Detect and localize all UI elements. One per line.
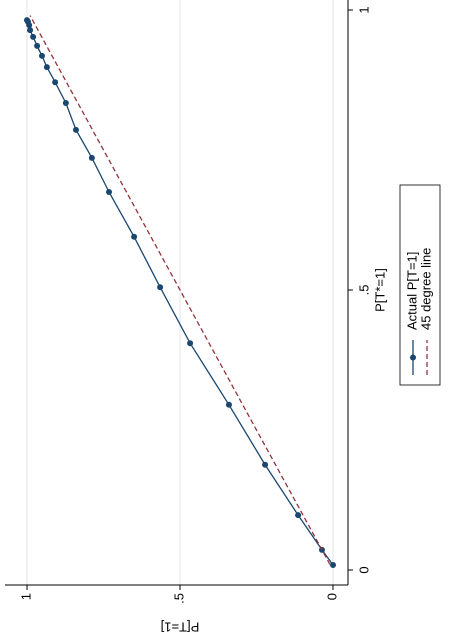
x-axis-title: P[T*=1] — [372, 268, 387, 312]
legend-label: 45 degree line — [418, 248, 433, 330]
legend-marker — [410, 354, 416, 361]
y-tick-label: .5 — [171, 593, 186, 604]
x-tick-label: 0 — [356, 566, 371, 573]
x-tick-label: 1 — [356, 6, 371, 13]
point — [225, 401, 232, 408]
point — [24, 17, 30, 24]
point — [131, 233, 138, 240]
rotated-chart: 0 .5 1 0 .5 1 P[T*=1] P[T=1] Actual P[T=1] 45 deg… — [5, 0, 441, 635]
point — [187, 340, 194, 347]
point — [72, 126, 79, 133]
x-tick-label: .5 — [356, 285, 371, 296]
y-tick-label: 1 — [18, 593, 33, 600]
series-line — [29, 15, 331, 565]
point — [38, 52, 45, 59]
point — [295, 512, 302, 519]
point — [88, 154, 95, 161]
point — [27, 27, 34, 34]
legend-box — [399, 184, 441, 386]
point — [52, 79, 59, 86]
point — [262, 461, 269, 468]
point — [43, 64, 50, 71]
legend-label: Actual P[T=1] — [404, 252, 419, 330]
point — [106, 189, 113, 195]
point — [330, 561, 336, 568]
point — [157, 284, 164, 291]
point — [30, 33, 37, 40]
point — [34, 42, 41, 49]
y-tick-label: 0 — [324, 593, 339, 600]
point — [62, 99, 69, 106]
y-axis-title: P[T=1] — [161, 620, 200, 635]
